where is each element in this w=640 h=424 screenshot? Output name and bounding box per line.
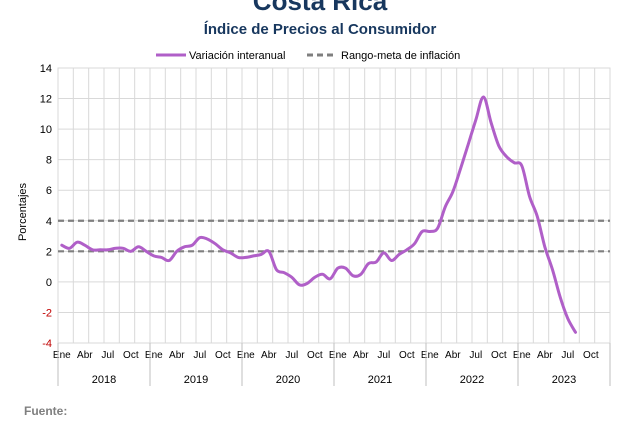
y-tick-label: 10 xyxy=(40,124,52,136)
source-label: Fuente: xyxy=(24,404,68,418)
y-tick-label: 8 xyxy=(46,155,52,167)
x-month-label: Oct xyxy=(123,350,139,361)
x-year-label: 2020 xyxy=(276,374,300,386)
series-line-variacion-interanual xyxy=(60,95,577,334)
legend-label-variacion: Variación interanual xyxy=(189,50,285,62)
x-month-label: Oct xyxy=(399,350,415,361)
x-month-label: Oct xyxy=(583,350,599,361)
x-year-label: 2019 xyxy=(184,374,208,386)
x-month-label: Ene xyxy=(237,350,255,361)
x-month-label: Abr xyxy=(169,350,185,361)
legend-label-rango: Rango-meta de inflación xyxy=(341,50,460,62)
x-month-label: Oct xyxy=(307,350,323,361)
y-tick-label: 4 xyxy=(46,216,52,228)
x-month-label: Abr xyxy=(77,350,93,361)
y-axis-label: Porcentajes xyxy=(17,182,29,241)
y-tick-label: 2 xyxy=(46,246,52,258)
y-tick-label: -4 xyxy=(42,338,52,350)
target-range-lines xyxy=(58,219,610,253)
x-month-label: Ene xyxy=(329,350,347,361)
series-layer xyxy=(60,95,577,334)
gridlines xyxy=(57,67,611,344)
x-month-label: Abr xyxy=(261,350,277,361)
x-month-label: Jul xyxy=(101,350,114,361)
x-month-label: Ene xyxy=(421,350,439,361)
y-tick-label: 0 xyxy=(46,277,52,289)
y-tick-label: 14 xyxy=(40,63,52,75)
x-month-label: Jul xyxy=(285,350,298,361)
y-tick-label: -2 xyxy=(42,307,52,319)
x-month-label: Jul xyxy=(469,350,482,361)
x-month-label: Ene xyxy=(53,350,71,361)
x-month-label: Abr xyxy=(353,350,369,361)
y-tick-label: 12 xyxy=(40,94,52,106)
x-month-label: Jul xyxy=(561,350,574,361)
x-month-label: Abr xyxy=(537,350,553,361)
y-tick-label: 6 xyxy=(46,185,52,197)
x-year-label: 2022 xyxy=(460,374,484,386)
legend: Variación interanual Rango-meta de infla… xyxy=(156,50,460,62)
x-axis: Ene Abr Jul Oct 2018 Ene Abr Jul Oct 2019 Ene Abr Ju… xyxy=(53,343,611,386)
x-month-label: Abr xyxy=(445,350,461,361)
y-axis: -4 -2 0 2 4 6 8 10 12 14 xyxy=(40,63,52,350)
main-title: Costa Rica xyxy=(252,0,388,16)
x-month-label: Oct xyxy=(491,350,507,361)
x-year-label: 2023 xyxy=(552,374,576,386)
x-month-label: Jul xyxy=(193,350,206,361)
x-month-label: Oct xyxy=(215,350,231,361)
x-month-label: Ene xyxy=(145,350,163,361)
chart-subtitle: Índice de Precios al Consumidor xyxy=(203,21,437,38)
x-year-label: 2018 xyxy=(92,374,116,386)
x-year-label: 2021 xyxy=(368,374,392,386)
x-month-label: Jul xyxy=(377,350,390,361)
x-month-label: Ene xyxy=(513,350,531,361)
